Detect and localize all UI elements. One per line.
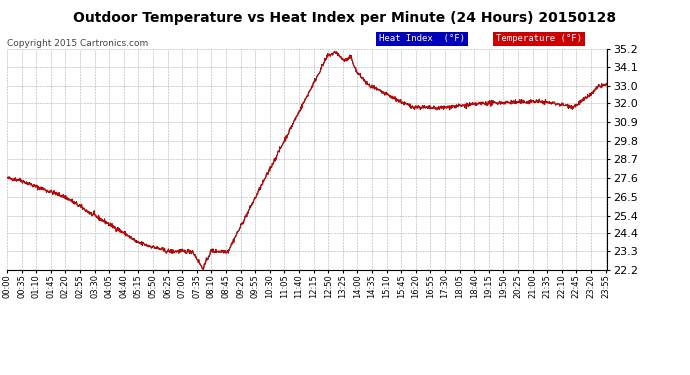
Text: Heat Index  (°F): Heat Index (°F): [379, 34, 465, 43]
Text: Outdoor Temperature vs Heat Index per Minute (24 Hours) 20150128: Outdoor Temperature vs Heat Index per Mi…: [73, 11, 617, 25]
Text: Temperature (°F): Temperature (°F): [496, 34, 582, 43]
Text: Copyright 2015 Cartronics.com: Copyright 2015 Cartronics.com: [7, 39, 148, 48]
